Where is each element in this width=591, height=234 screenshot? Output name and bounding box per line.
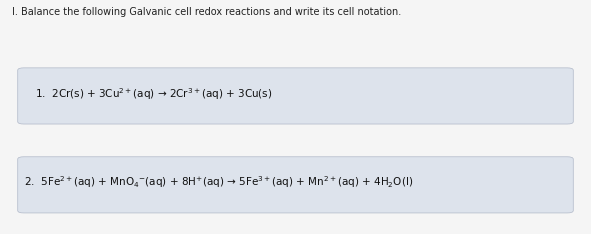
Text: 2.  5Fe$^{2+}$(aq) + MnO$_4$$^{-}$(aq) + 8H$^{+}$(aq) → 5Fe$^{3+}$(aq) + Mn$^{2+: 2. 5Fe$^{2+}$(aq) + MnO$_4$$^{-}$(aq) + … — [24, 175, 413, 190]
Text: 1.  2Cr(s) + 3Cu$^{2+}$(aq) → 2Cr$^{3+}$(aq) + 3Cu(s): 1. 2Cr(s) + 3Cu$^{2+}$(aq) → 2Cr$^{3+}$(… — [35, 86, 273, 102]
Text: I. Balance the following Galvanic cell redox reactions and write its cell notati: I. Balance the following Galvanic cell r… — [12, 7, 401, 17]
FancyBboxPatch shape — [18, 68, 573, 124]
FancyBboxPatch shape — [18, 157, 573, 213]
